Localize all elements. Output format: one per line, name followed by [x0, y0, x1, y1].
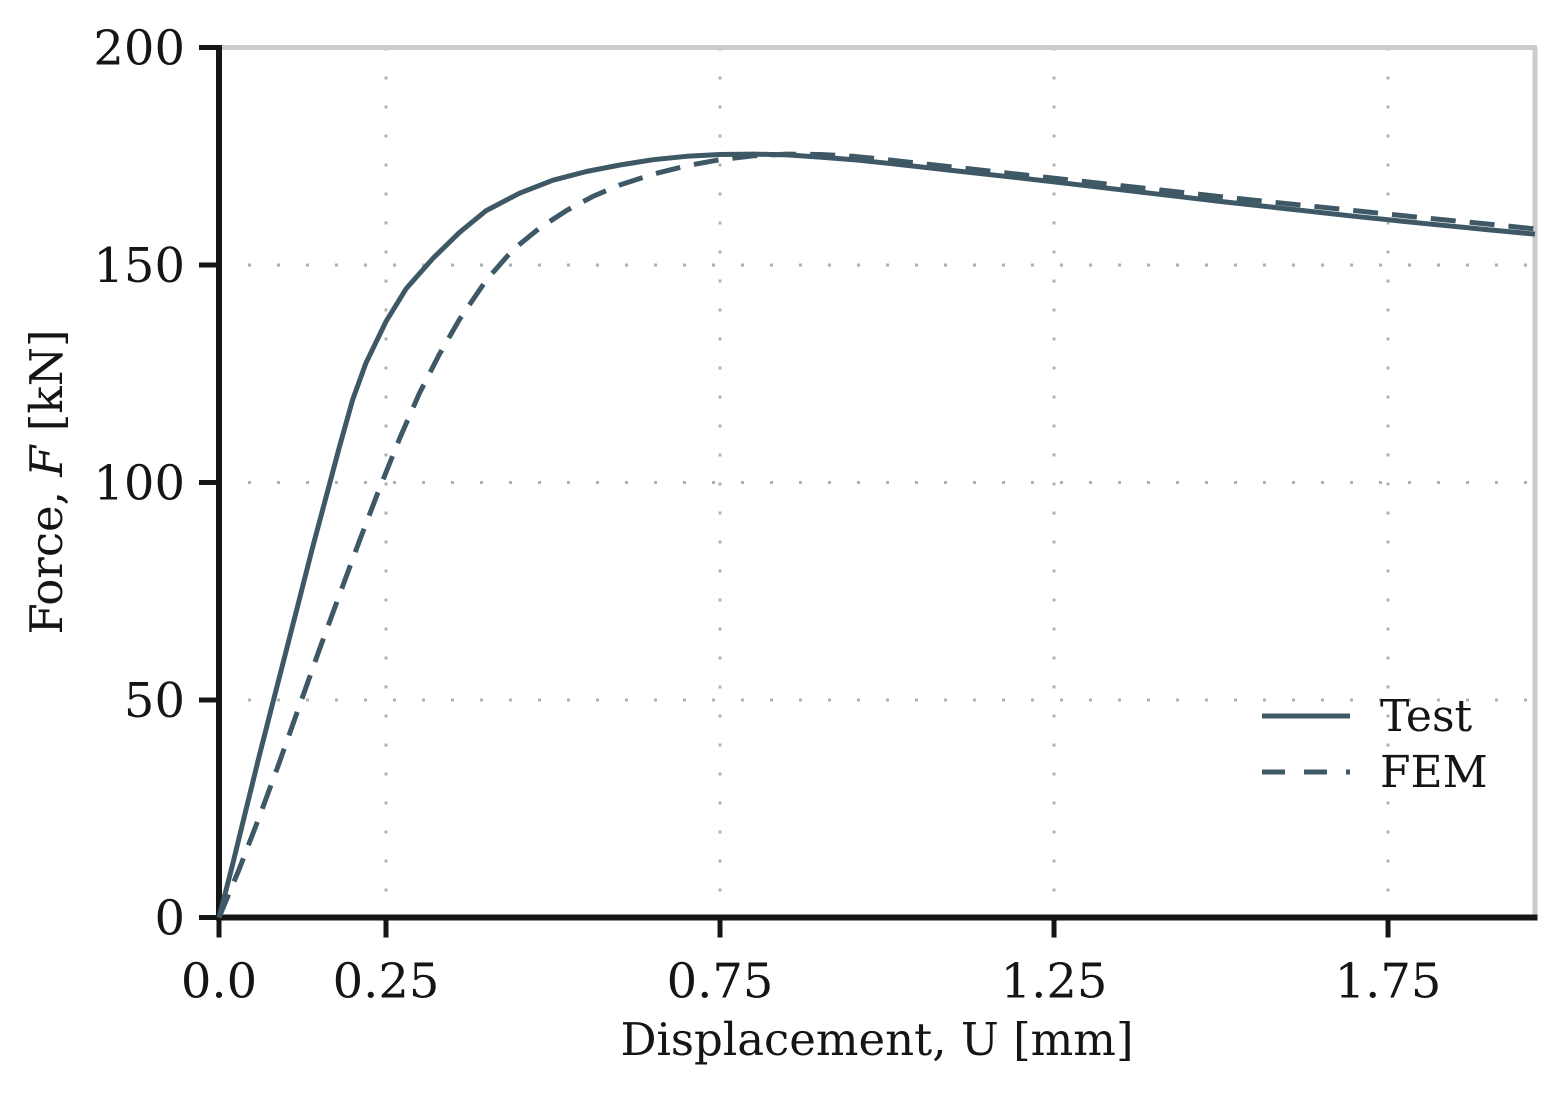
y-axis-label-suffix: [kN]	[20, 329, 73, 445]
y-tick-label: 50	[124, 673, 185, 729]
x-tick-label: 1.25	[1001, 954, 1108, 1010]
series	[216, 151, 1536, 919]
x-tick-label: 0.25	[333, 954, 440, 1010]
x-tick-label: 0.75	[667, 954, 774, 1010]
y-axis-label-symbol: F	[20, 444, 73, 478]
legend-test-label: Test	[1380, 691, 1473, 742]
x-axis-label: Displacement, U [mm]	[620, 1013, 1133, 1066]
y-tick-label: 200	[93, 21, 185, 77]
y-tick-label: 0	[154, 891, 185, 947]
legend: Test FEM	[1262, 691, 1488, 798]
spines-light	[219, 45, 1538, 918]
spines-dark	[216, 45, 1538, 921]
gridlines	[219, 47, 1535, 918]
y-tick-label: 100	[93, 456, 185, 512]
series-line-fem	[216, 151, 1536, 919]
x-tick-label: 1.75	[1335, 954, 1442, 1010]
y-axis-label: Force, F [kN]	[20, 329, 73, 634]
legend-fem-label: FEM	[1380, 747, 1488, 798]
y-tick-label: 150	[93, 238, 185, 294]
tick-labels: 0.0 0.25 0.75 1.25 1.75 0 50 100 150 200	[93, 21, 1441, 1010]
axis-spines	[216, 45, 1538, 921]
y-axis-label-prefix: Force,	[20, 477, 73, 635]
series-line-test	[216, 151, 1536, 919]
x-tick-label: 0.0	[181, 954, 257, 1010]
ticks	[199, 45, 1391, 938]
